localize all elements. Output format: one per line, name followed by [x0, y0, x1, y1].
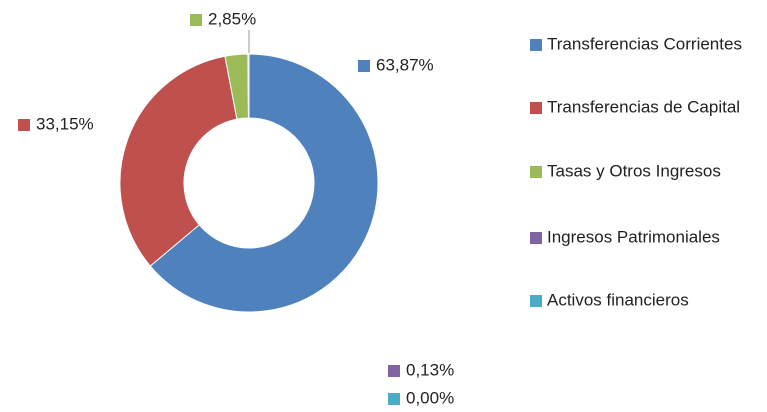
donut-segment [149, 53, 379, 313]
label-key [358, 60, 370, 72]
legend-label: Tasas y Otros Ingresos [547, 161, 721, 180]
label-key [190, 14, 202, 26]
legend-label: Transferencias de Capital [547, 97, 740, 116]
legend-key [530, 39, 542, 51]
legend-key [530, 102, 542, 114]
data-label: 0,13% [406, 360, 454, 379]
legend-key [530, 232, 542, 244]
label-key [18, 119, 30, 131]
legend-key [530, 295, 542, 307]
data-label: 63,87% [376, 55, 434, 74]
data-label: 33,15% [36, 114, 94, 133]
label-key [388, 365, 400, 377]
legend-label: Ingresos Patrimoniales [547, 227, 720, 246]
legend-key [530, 166, 542, 178]
label-key [388, 393, 400, 405]
legend-label: Activos financieros [547, 290, 689, 309]
legend-label: Transferencias Corrientes [547, 34, 742, 53]
data-label: 2,85% [208, 9, 256, 28]
donut-segment [119, 55, 238, 267]
data-label: 0,00% [406, 388, 454, 407]
